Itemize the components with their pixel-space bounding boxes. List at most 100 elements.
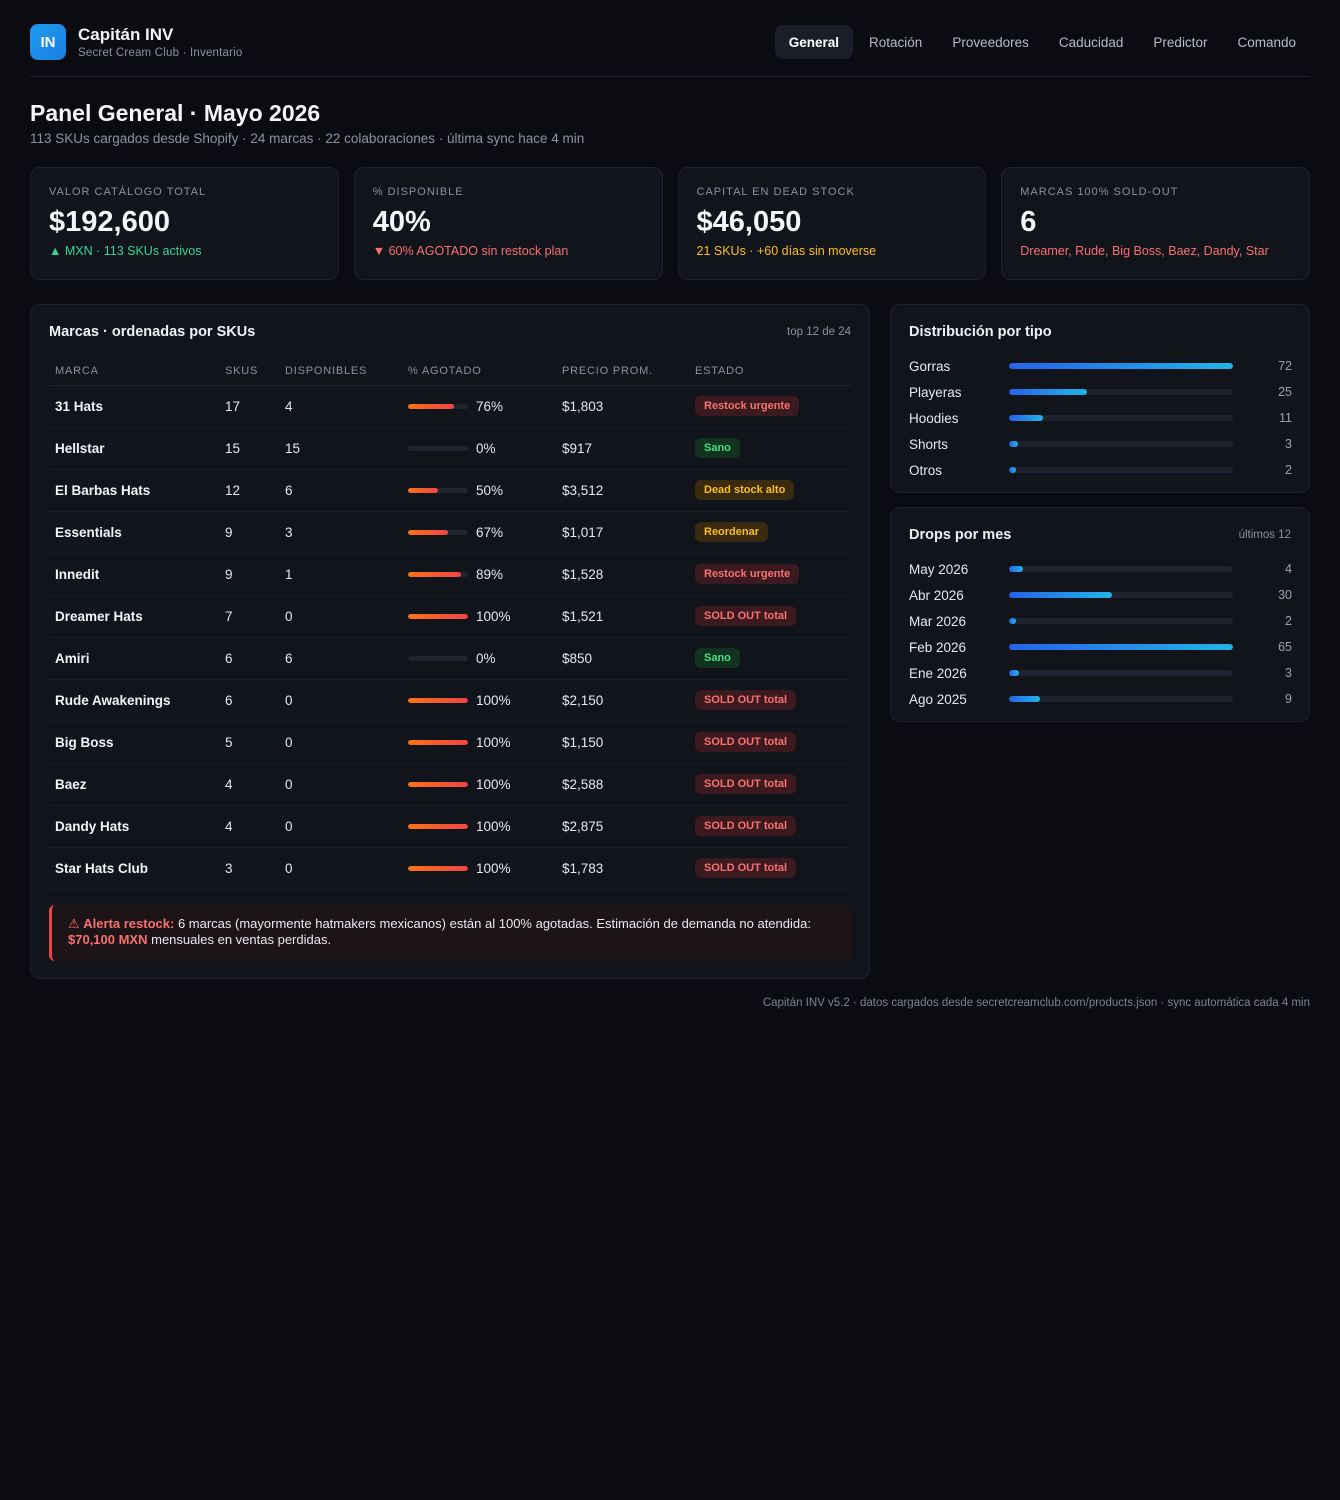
- pct-label: 76%: [476, 398, 504, 414]
- distribution-bars: Gorras 72 Playeras 25 Hoodies 11 Shorts …: [909, 353, 1292, 483]
- status-badge: Restock urgente: [695, 396, 800, 416]
- pct-bar-track: [408, 739, 468, 745]
- table-row[interactable]: Innedit 9 1 89% $1,528 Restock urgente: [49, 553, 852, 596]
- pct-bar-fill: [408, 739, 468, 745]
- brand-name: El Barbas Hats: [49, 469, 219, 512]
- bar-row: Shorts 3: [909, 431, 1292, 457]
- brand-name: Essentials: [49, 511, 219, 554]
- bar-fill: [1009, 415, 1044, 421]
- avg-price: $2,588: [556, 763, 689, 806]
- status-badge: Sano: [695, 438, 740, 458]
- table-row[interactable]: El Barbas Hats 12 6 50% $3,512 Dead stoc…: [49, 469, 852, 512]
- col-disponibles[interactable]: DISPONIBLES: [279, 357, 402, 386]
- kpi-label: VALOR CATÁLOGO TOTAL: [49, 186, 207, 198]
- status-badge: Sano: [695, 648, 740, 668]
- avg-price: $2,875: [556, 805, 689, 848]
- bar-track: [1009, 696, 1233, 702]
- avg-price: $1,521: [556, 595, 689, 638]
- table-row[interactable]: Star Hats Club 3 0 100% $1,783 SOLD OUT …: [49, 847, 852, 890]
- bar-row: Gorras 72: [909, 353, 1292, 379]
- available-count: 4: [279, 385, 402, 428]
- brand-name: Big Boss: [49, 721, 219, 764]
- table-row[interactable]: Rude Awakenings 6 0 100% $2,150 SOLD OUT…: [49, 679, 852, 722]
- tab-rotacion[interactable]: Rotación: [869, 34, 923, 50]
- kpi-label: CAPITAL EN DEAD STOCK: [696, 186, 855, 198]
- tab-general[interactable]: General: [774, 25, 854, 59]
- kpi-note: Dreamer, Rude, Big Boss, Baez, Dandy, St…: [1020, 244, 1269, 258]
- tab-proveedores[interactable]: Proveedores: [952, 34, 1029, 50]
- brand-name: Rude Awakenings: [49, 679, 219, 722]
- col-agotado[interactable]: % AGOTADO: [402, 357, 556, 386]
- status-cell: SOLD OUT total: [689, 847, 852, 890]
- status-badge: Restock urgente: [695, 564, 800, 584]
- bar-fill: [1009, 566, 1023, 572]
- status-cell: Dead stock alto: [689, 469, 852, 512]
- sold-out-pct: 100%: [402, 805, 556, 848]
- status-cell: Sano: [689, 637, 852, 680]
- bar-value: 11: [1279, 411, 1292, 425]
- pct-bar-group: 100%: [408, 735, 556, 750]
- table-row[interactable]: Hellstar 15 15 0% $917 Sano: [49, 427, 852, 470]
- bar-fill: [1009, 389, 1087, 395]
- bar-fill: [1009, 363, 1233, 369]
- pct-bar-track: [408, 571, 468, 577]
- table-row[interactable]: Dreamer Hats 7 0 100% $1,521 SOLD OUT to…: [49, 595, 852, 638]
- sku-count: 17: [219, 385, 279, 428]
- table-row[interactable]: Essentials 9 3 67% $1,017 Reordenar: [49, 511, 852, 554]
- bar-track: [1009, 441, 1233, 447]
- pct-bar-group: 89%: [408, 567, 556, 582]
- pct-bar-track: [408, 697, 468, 703]
- alert-text: 6 marcas (mayormente hatmakers mexicanos…: [177, 916, 811, 931]
- pct-bar-track: [408, 529, 468, 535]
- sold-out-pct: 67%: [402, 511, 556, 554]
- bar-label: Otros: [909, 462, 943, 478]
- brand-name: Amiri: [49, 637, 219, 680]
- tab-comando[interactable]: Comando: [1237, 34, 1296, 50]
- col-precio[interactable]: PRECIO PROM.: [556, 357, 689, 386]
- table-row[interactable]: Baez 4 0 100% $2,588 SOLD OUT total: [49, 763, 852, 806]
- bar-fill: [1009, 467, 1016, 473]
- pct-bar-track: [408, 613, 468, 619]
- tab-predictor[interactable]: Predictor: [1153, 34, 1208, 50]
- pct-bar-group: 100%: [408, 819, 556, 834]
- kpi-note: ▲ MXN · 113 SKUs activos: [49, 244, 202, 258]
- brand-name: Star Hats Club: [49, 847, 219, 890]
- bar-label: Ago 2025: [909, 691, 967, 707]
- sku-count: 5: [219, 721, 279, 764]
- available-count: 0: [279, 721, 402, 764]
- pct-bar-group: 67%: [408, 525, 556, 540]
- table-header-row: MARCA SKUS DISPONIBLES % AGOTADO PRECIO …: [49, 357, 852, 386]
- pct-label: 100%: [476, 608, 511, 624]
- status-cell: SOLD OUT total: [689, 805, 852, 848]
- col-estado[interactable]: ESTADO: [689, 357, 852, 386]
- pct-bar-fill: [408, 613, 468, 619]
- bar-value: 9: [1285, 692, 1292, 706]
- avg-price: $1,017: [556, 511, 689, 554]
- status-badge: Reordenar: [695, 522, 769, 542]
- tab-caducidad[interactable]: Caducidad: [1058, 34, 1124, 50]
- table-row[interactable]: Big Boss 5 0 100% $1,150 SOLD OUT total: [49, 721, 852, 764]
- kpi-value: 40%: [372, 206, 431, 238]
- bar-track: [1009, 670, 1233, 676]
- table-row[interactable]: Dandy Hats 4 0 100% $2,875 SOLD OUT tota…: [49, 805, 852, 848]
- sold-out-pct: 89%: [402, 553, 556, 596]
- pct-bar-fill: [408, 823, 468, 829]
- kpi-note: 21 SKUs · +60 días sin moverse: [696, 244, 877, 258]
- sold-out-pct: 100%: [402, 763, 556, 806]
- table-row[interactable]: 31 Hats 17 4 76% $1,803 Restock urgente: [49, 385, 852, 428]
- bar-track: [1009, 566, 1233, 572]
- col-marca[interactable]: MARCA: [49, 357, 219, 386]
- available-count: 6: [279, 637, 402, 680]
- pct-bar-track: [408, 403, 468, 409]
- status-cell: Restock urgente: [689, 385, 852, 428]
- sku-count: 15: [219, 427, 279, 470]
- kpi-label: MARCAS 100% SOLD-OUT: [1020, 186, 1179, 198]
- sold-out-pct: 100%: [402, 679, 556, 722]
- bar-row: Feb 2026 65: [909, 634, 1292, 660]
- bar-fill: [1009, 670, 1020, 676]
- table-row[interactable]: Amiri 6 6 0% $850 Sano: [49, 637, 852, 680]
- avg-price: $3,512: [556, 469, 689, 512]
- col-skus[interactable]: SKUS: [219, 357, 279, 386]
- bar-fill: [1009, 592, 1113, 598]
- pct-label: 100%: [476, 734, 511, 750]
